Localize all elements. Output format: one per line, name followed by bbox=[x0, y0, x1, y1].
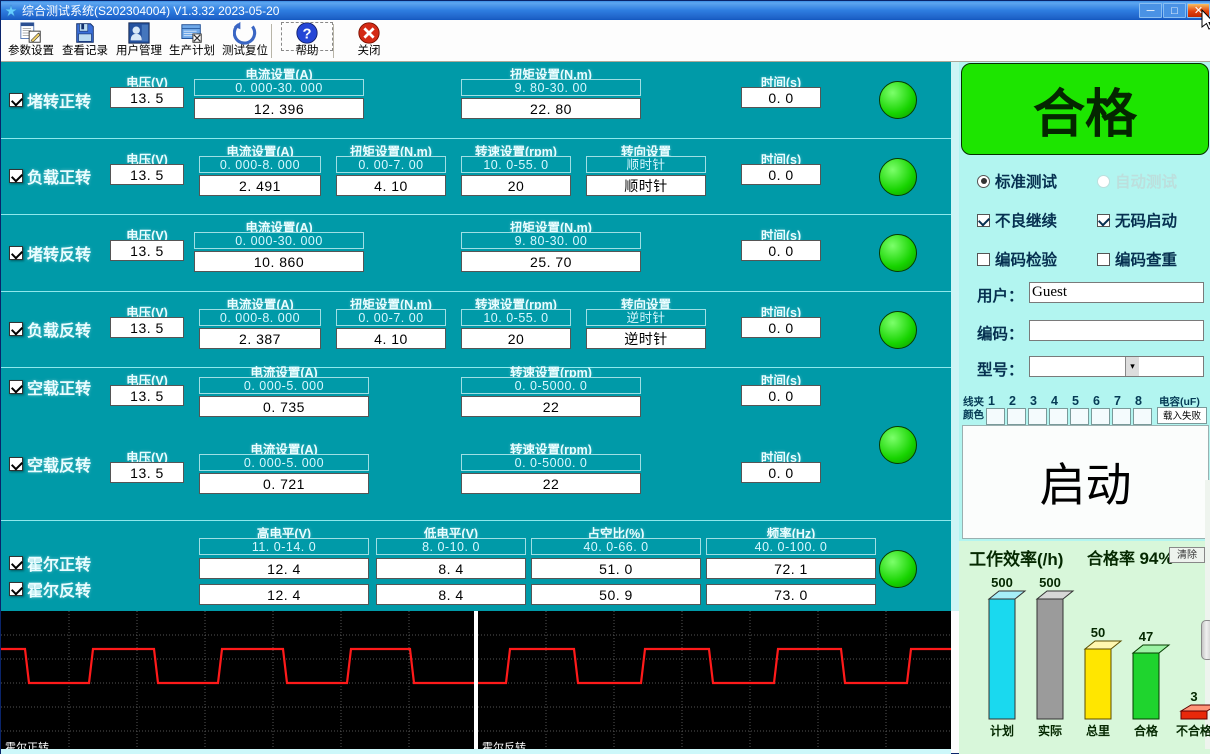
svg-text:不合格: 不合格 bbox=[1176, 723, 1210, 738]
svg-text:47: 47 bbox=[1139, 629, 1153, 644]
svg-text:实际: 实际 bbox=[1038, 723, 1062, 738]
svg-text:计划: 计划 bbox=[990, 723, 1014, 738]
svg-text:合格: 合格 bbox=[1134, 723, 1159, 738]
svg-text:500: 500 bbox=[1039, 575, 1061, 590]
svg-text:3: 3 bbox=[1190, 689, 1197, 704]
svg-text:500: 500 bbox=[991, 575, 1013, 590]
svg-text:总里: 总里 bbox=[1086, 723, 1110, 738]
svg-text:50: 50 bbox=[1091, 625, 1105, 640]
